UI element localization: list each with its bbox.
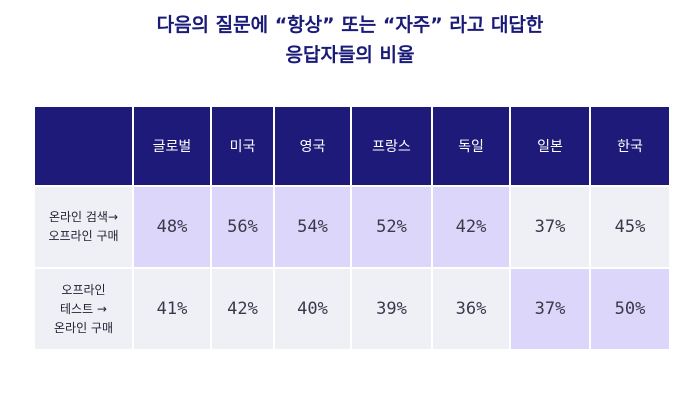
value-cell: 39% [352,269,431,349]
row-label-line: 오프라인 구매 [48,229,119,243]
value-cell: 52% [352,187,431,267]
row-label-line: 테스트 → [60,301,107,316]
value-cell: 45% [591,187,669,267]
column-header: 미국 [212,107,273,185]
column-header: 일본 [511,107,589,185]
column-header: 한국 [591,107,669,185]
column-header: 글로벌 [134,107,210,185]
table-body: 온라인 검색→ 오프라인 구매 48% 56% 54% 52% 42% 37% 45% 오프라인 테… [35,187,669,349]
row-label-line: 온라인 구매 [53,320,113,335]
column-header: 영국 [275,107,350,185]
value-cell: 42% [212,269,273,349]
value-cell: 36% [433,269,509,349]
value-cell: 37% [511,187,589,267]
value-cell: 56% [212,187,273,267]
chart-title: 다음의 질문에 “항상” 또는 “자주” 라고 대답한 응답자들의 비율 [0,10,700,70]
row-label-line: 온라인 검색→ [48,210,119,224]
value-cell: 50% [591,269,669,349]
value-cell: 42% [433,187,509,267]
row-label: 온라인 검색→ 오프라인 구매 [35,187,132,267]
value-cell: 54% [275,187,350,267]
value-cell: 37% [511,269,589,349]
row-label-line: 오프라인 [61,282,106,297]
header-row: 글로벌 미국 영국 프랑스 독일 일본 한국 [35,107,669,185]
title-line-1: 다음의 질문에 “항상” 또는 “자주” 라고 대답한 [156,14,544,36]
comparison-table: 글로벌 미국 영국 프랑스 독일 일본 한국 온라인 검색→ 오프라인 구매 48% 56% 54%… [33,105,671,351]
column-header: 프랑스 [352,107,431,185]
title-line-2: 응답자들의 비율 [285,44,415,66]
value-cell: 41% [134,269,210,349]
header-corner [35,107,132,185]
column-header: 독일 [433,107,509,185]
value-cell: 40% [275,269,350,349]
table-row: 온라인 검색→ 오프라인 구매 48% 56% 54% 52% 42% 37% 45% [35,187,669,267]
value-cell: 48% [134,187,210,267]
